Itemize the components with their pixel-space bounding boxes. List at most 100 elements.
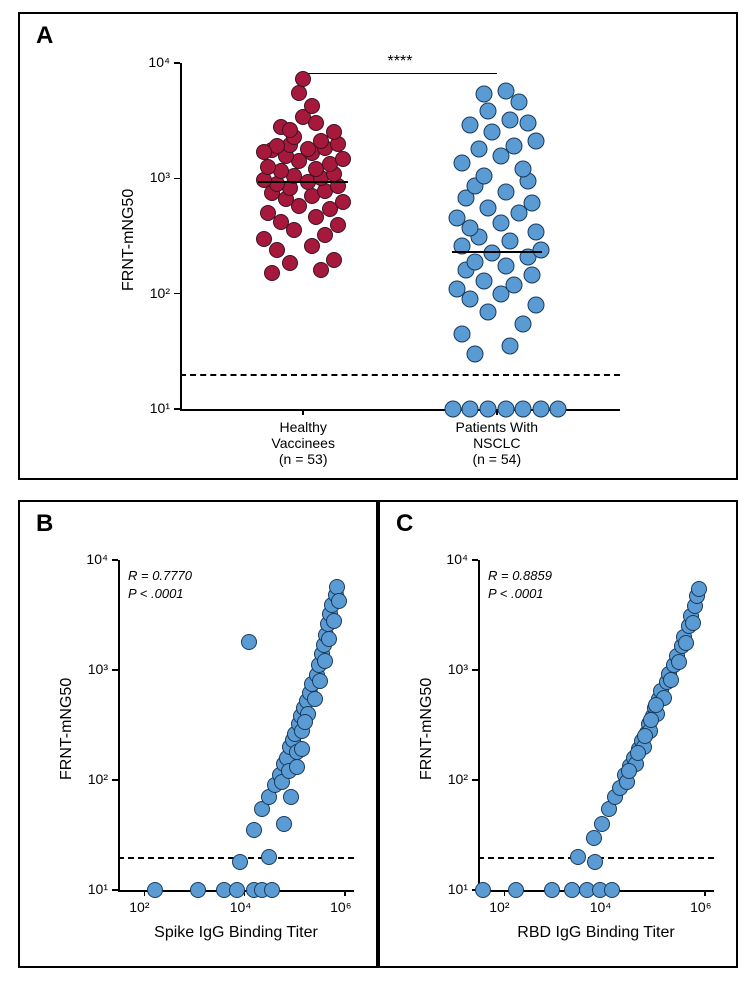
x-tick-label: 10² — [489, 899, 509, 915]
data-point — [532, 241, 549, 258]
data-point — [449, 209, 466, 226]
data-point — [480, 103, 497, 120]
data-point — [264, 882, 280, 898]
y-axis-title: FRNT-mNG50 — [418, 678, 436, 780]
data-point — [643, 712, 659, 728]
stat-r: R = 0.8859 — [488, 568, 552, 583]
data-point — [497, 401, 514, 418]
panel-b-chart: 10¹10²10³10⁴FRNT-mNG5010²10⁴10⁶Spike IgG… — [118, 560, 354, 890]
data-point — [256, 231, 272, 247]
y-axis-line — [180, 63, 182, 409]
data-point — [321, 631, 337, 647]
data-point — [544, 882, 560, 898]
data-point — [691, 581, 707, 597]
data-point — [283, 789, 299, 805]
data-point — [297, 714, 313, 730]
y-axis-line — [478, 560, 480, 890]
data-point — [497, 184, 514, 201]
panel-c-chart: 10¹10²10³10⁴FRNT-mNG5010²10⁴10⁶RBD IgG B… — [478, 560, 714, 890]
data-point — [484, 245, 501, 262]
y-tick — [174, 293, 180, 295]
data-point — [475, 85, 492, 102]
data-point — [291, 85, 307, 101]
data-point — [671, 654, 687, 670]
data-point — [260, 159, 276, 175]
data-point — [570, 849, 586, 865]
data-point — [312, 673, 328, 689]
data-point — [147, 882, 163, 898]
data-point — [648, 697, 664, 713]
data-point — [190, 882, 206, 898]
y-tick — [112, 559, 118, 561]
data-point — [444, 401, 461, 418]
x-tick — [302, 409, 304, 415]
data-point — [462, 401, 479, 418]
data-point — [587, 854, 603, 870]
data-point — [497, 257, 514, 274]
data-point — [480, 401, 497, 418]
data-point — [294, 741, 310, 757]
data-point — [604, 882, 620, 898]
data-point — [484, 124, 501, 141]
data-point — [307, 691, 323, 707]
data-point — [480, 200, 497, 217]
data-point — [317, 653, 333, 669]
x-tick — [504, 890, 506, 896]
x-tick-label: 10⁴ — [590, 899, 612, 915]
data-point — [663, 672, 679, 688]
data-point — [480, 303, 497, 320]
y-axis-title: FRNT-mNG50 — [120, 189, 138, 291]
data-point — [264, 265, 280, 281]
data-point — [466, 253, 483, 270]
y-tick — [174, 62, 180, 64]
data-point — [466, 345, 483, 362]
x-axis-title: Spike IgG Binding Titer — [118, 924, 354, 942]
data-point — [269, 242, 285, 258]
y-tick — [174, 178, 180, 180]
data-point — [528, 133, 545, 150]
data-point — [449, 280, 466, 297]
x-tick-label: 10² — [129, 899, 149, 915]
y-tick — [472, 779, 478, 781]
significance-bracket — [303, 73, 497, 74]
panel-b-label: B — [36, 510, 53, 538]
y-tick — [112, 779, 118, 781]
data-point — [289, 759, 305, 775]
data-point — [621, 763, 637, 779]
data-point — [515, 401, 532, 418]
data-point — [502, 233, 519, 250]
panel-c-label: C — [396, 510, 413, 538]
data-point — [528, 296, 545, 313]
data-point — [282, 255, 298, 271]
x-tick — [144, 890, 146, 896]
data-point — [519, 115, 536, 132]
data-point — [260, 205, 276, 221]
data-point — [515, 161, 532, 178]
y-tick — [112, 669, 118, 671]
figure-container: A 10¹10²10³10⁴FRNT-mNG50HealthyVaccinees… — [0, 0, 756, 984]
data-point — [326, 613, 342, 629]
data-point — [331, 593, 347, 609]
data-point — [630, 745, 646, 761]
x-tick-label: 10⁴ — [230, 899, 252, 915]
significance-label: **** — [388, 53, 413, 71]
threshold-line — [180, 374, 620, 376]
data-point — [276, 816, 292, 832]
x-tick — [344, 890, 346, 896]
data-point — [502, 112, 519, 129]
data-point — [462, 117, 479, 134]
category-label: Patients WithNSCLC(n = 54) — [427, 419, 567, 467]
y-tick-label: 10⁴ — [86, 551, 108, 567]
y-tick-label: 10³ — [448, 661, 468, 677]
data-point — [497, 83, 514, 100]
data-point — [506, 138, 523, 155]
y-tick-label: 10¹ — [88, 881, 108, 897]
y-axis-line — [118, 560, 120, 890]
data-point — [282, 122, 298, 138]
x-tick-label: 10⁶ — [330, 899, 351, 915]
category-label: HealthyVaccinees(n = 53) — [233, 419, 373, 467]
data-point — [475, 167, 492, 184]
data-point — [326, 124, 342, 140]
y-tick-label: 10² — [88, 771, 108, 787]
data-point — [295, 71, 311, 87]
